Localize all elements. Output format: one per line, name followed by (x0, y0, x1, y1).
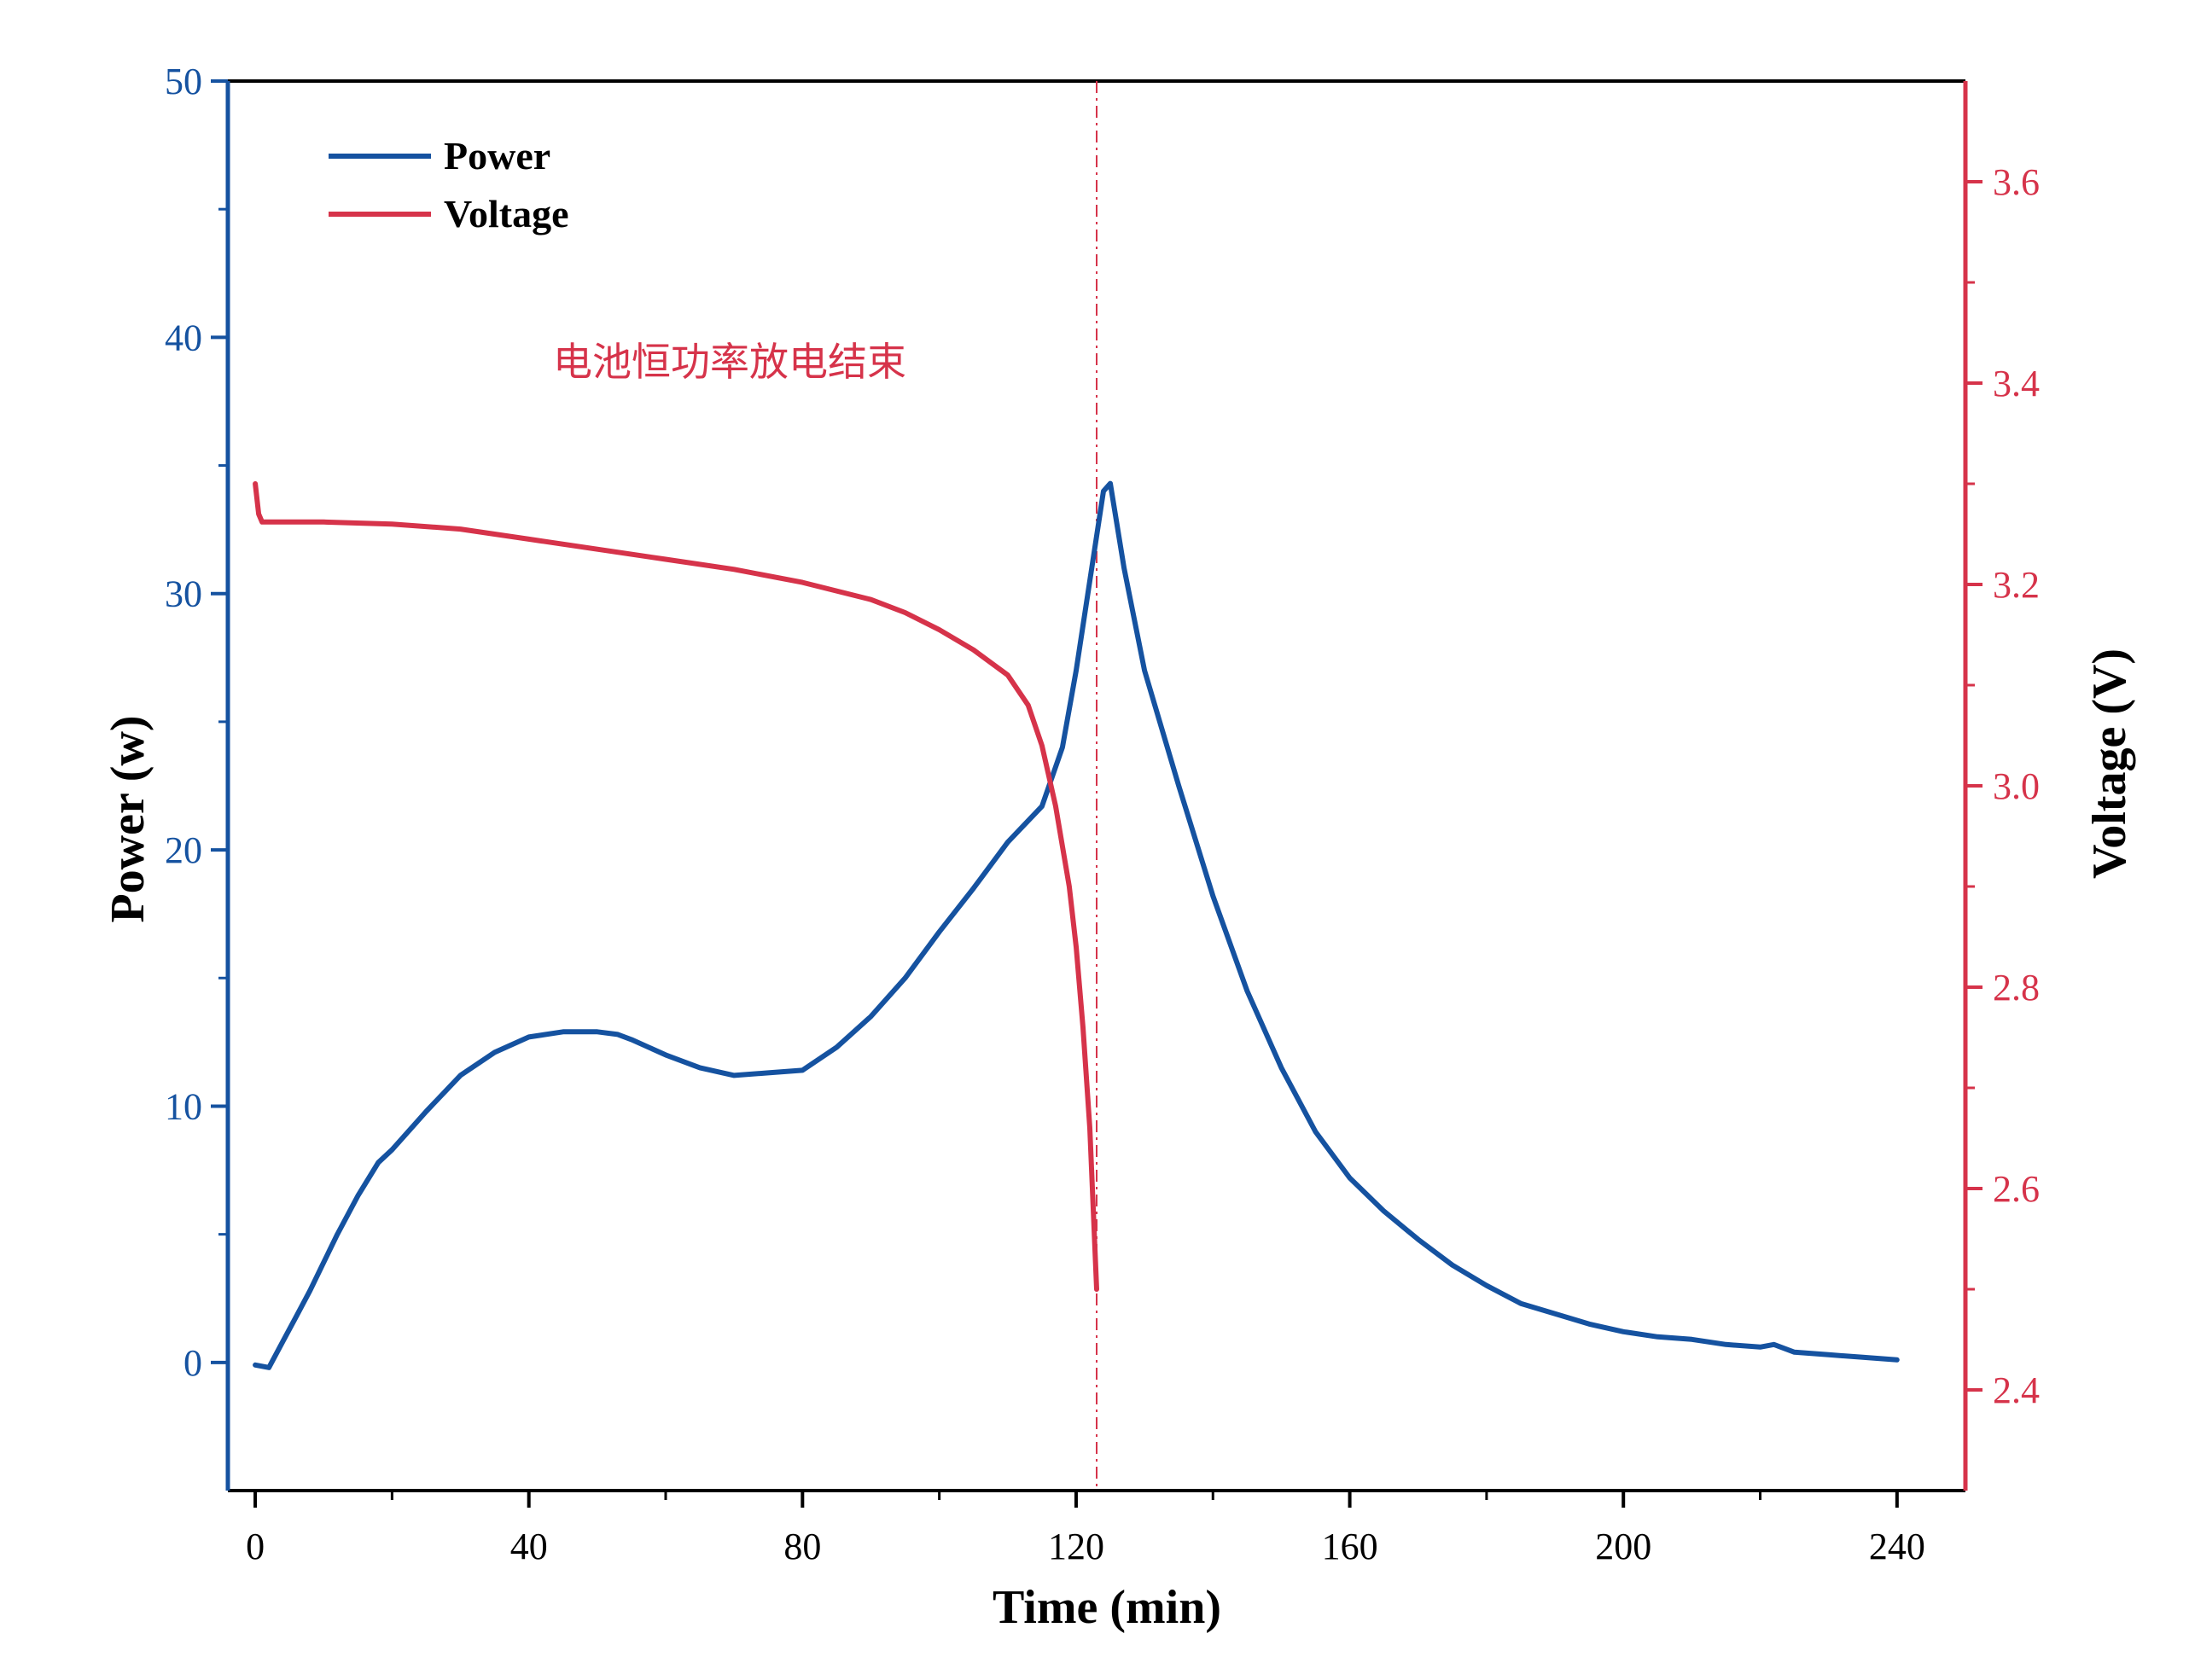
x-tick-label: 240 (1869, 1526, 1925, 1567)
legend-label-power: Power (444, 134, 550, 177)
right-y-tick-label: 3.4 (1993, 363, 2040, 404)
right-y-axis-title: Voltage (V) (2083, 648, 2136, 879)
legend: Power Voltage (329, 134, 569, 235)
annotation-label: 电池恒功率放电结束 (553, 339, 906, 385)
left-y-tick-label: 40 (165, 317, 202, 358)
right-y-tick-label: 3.0 (1993, 765, 2040, 807)
power-series-line (253, 480, 1900, 1370)
right-y-tick-label: 2.4 (1993, 1369, 2040, 1411)
right-y-tick-label: 2.8 (1993, 967, 2040, 1009)
voltage-series-line (253, 481, 1099, 1292)
left-y-tick-label: 20 (165, 829, 202, 871)
tick-labels: 0 40 80 120 160 200 240 0 10 20 30 40 50 2.4 2.6 2.8 3.0… (165, 61, 2040, 1567)
right-y-tick-label: 3.2 (1993, 564, 2040, 606)
tick-marks (211, 79, 1982, 1508)
left-y-tick-label: 0 (183, 1342, 202, 1384)
legend-label-voltage: Voltage (444, 192, 569, 235)
x-tick-label: 200 (1595, 1526, 1651, 1567)
right-y-tick-label: 2.6 (1993, 1168, 2040, 1210)
x-tick-label: 80 (783, 1526, 821, 1567)
left-y-axis-title: Power (w) (102, 715, 154, 922)
x-tick-label: 0 (246, 1526, 265, 1567)
x-tick-label: 120 (1048, 1526, 1104, 1567)
plot-series (253, 81, 1900, 1491)
right-y-tick-label: 3.6 (1993, 161, 2040, 203)
x-tick-label: 40 (510, 1526, 548, 1567)
left-y-tick-label: 50 (165, 61, 202, 102)
x-axis-title: Time (min) (993, 1581, 1221, 1634)
left-y-tick-label: 30 (165, 573, 202, 615)
x-tick-label: 160 (1322, 1526, 1378, 1567)
left-y-tick-label: 10 (165, 1085, 202, 1127)
